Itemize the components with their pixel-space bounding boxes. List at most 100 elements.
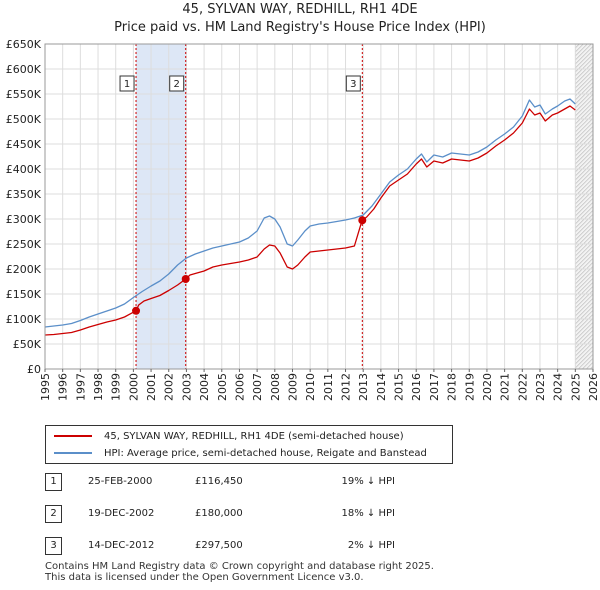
forecast-hatch [575, 158, 593, 177]
sale-label: 2 [174, 79, 180, 90]
x-tick-label: 2016 [410, 373, 423, 401]
forecast-hatch [575, 162, 593, 181]
forecast-hatch [575, 338, 593, 357]
forecast-hatch [575, 202, 593, 221]
y-tick-label: £300K [6, 213, 42, 226]
forecast-hatch [575, 82, 593, 101]
hpi-series-line [44, 98, 576, 328]
forecast-hatch [575, 286, 593, 305]
chart-legend: 45, SYLVAN WAY, REDHILL, RH1 4DE (semi-d… [45, 425, 453, 464]
forecast-hatch [575, 118, 593, 137]
forecast-hatch [575, 238, 593, 257]
forecast-hatch [575, 122, 593, 141]
sale-date: 19-DEC-2002 [88, 508, 155, 519]
sale-hpi-diff: 19% ↓ HPI [341, 476, 395, 487]
sale-row: 3 14-DEC-2012 £297,500 2% ↓ HPI [45, 537, 445, 557]
x-tick-label: 2024 [552, 373, 565, 401]
x-tick-label: 2013 [357, 373, 370, 401]
forecast-hatch [575, 242, 593, 261]
sale-price: £297,500 [195, 540, 243, 551]
forecast-hatch [575, 50, 593, 69]
forecast-hatch [575, 214, 593, 233]
forecast-hatch [575, 130, 593, 149]
forecast-hatch [575, 62, 593, 81]
forecast-hatch [575, 218, 593, 237]
forecast-hatch [575, 44, 592, 61]
forecast-hatch [575, 342, 593, 361]
forecast-hatch [575, 258, 593, 277]
plot-frame [44, 43, 594, 370]
x-tick-label: 2005 [216, 373, 229, 401]
forecast-hatch [575, 246, 593, 265]
x-tick-label: 2017 [428, 373, 441, 401]
forecast-hatch [575, 306, 593, 325]
sale-row: 2 19-DEC-2002 £180,000 18% ↓ HPI [45, 505, 445, 525]
x-tick-label: 2022 [516, 373, 529, 401]
price-chart: 1 2 3 £0 £50K £100K £150K £200K £250K £300K £350K… [6, 38, 600, 401]
forecast-hatch [575, 222, 593, 241]
forecast-hatch [575, 44, 584, 53]
forecast-hatch [575, 74, 593, 93]
forecast-hatch [575, 46, 593, 65]
forecast-hatch [575, 206, 593, 225]
footer-notice: Contains HM Land Registry data © Crown c… [45, 561, 434, 583]
sale-label-box [169, 75, 185, 92]
sale-number-badge: 3 [45, 537, 62, 555]
forecast-hatch [575, 314, 593, 333]
forecast-hatch [575, 126, 593, 145]
forecast-hatch [575, 44, 576, 45]
forecast-hatch [575, 298, 593, 317]
forecast-hatch [575, 282, 593, 301]
sale-point [181, 275, 190, 283]
forecast-hatch [575, 106, 593, 125]
price-series-line [44, 105, 576, 336]
forecast-hatch [575, 198, 593, 217]
sale-date: 25-FEB-2000 [88, 476, 153, 487]
x-tick-label: 2001 [145, 373, 158, 401]
x-tick-label: 2007 [251, 373, 264, 401]
forecast-hatch [575, 226, 593, 245]
forecast-hatch [575, 194, 593, 213]
forecast-hatch [575, 182, 593, 201]
forecast-hatch [575, 294, 593, 313]
x-tick-label: 2002 [163, 373, 176, 401]
forecast-hatch [575, 334, 593, 353]
y-tick-label: £0 [27, 363, 41, 376]
forecast-hatch [575, 142, 593, 161]
forecast-hatch [575, 278, 593, 297]
forecast-hatch [575, 326, 593, 345]
forecast-hatch [575, 102, 593, 121]
y-tick-label: £200K [6, 263, 42, 276]
sale-date: 14-DEC-2012 [88, 540, 155, 551]
forecast-hatch [575, 58, 593, 77]
x-tick-label: 1997 [74, 373, 87, 401]
x-tick-label: 2019 [463, 373, 476, 401]
sale-hpi-diff: 2% ↓ HPI [347, 540, 395, 551]
forecast-hatch [575, 346, 593, 365]
x-tick-label: 2018 [446, 373, 459, 401]
x-tick-label: 2026 [587, 373, 600, 401]
chart-title: 45, SYLVAN WAY, REDHILL, RH1 4DE [182, 2, 418, 17]
forecast-hatch [575, 186, 593, 205]
sale-point [132, 306, 141, 315]
forecast-hatch [575, 94, 593, 113]
forecast-hatch [575, 138, 593, 157]
sale-price: £180,000 [195, 508, 243, 519]
x-tick-label: 1995 [39, 373, 52, 401]
forecast-hatch [575, 170, 593, 189]
sale-number-badge: 1 [45, 473, 62, 491]
chart-subtitle: Price paid vs. HM Land Registry's House … [114, 20, 486, 35]
forecast-hatch [575, 262, 593, 281]
sale-label: 3 [350, 79, 356, 90]
x-tick-label: 1998 [92, 373, 105, 401]
legend-item-hpi: HPI: Average price, semi-detached house,… [54, 446, 427, 460]
x-tick-label: 2010 [304, 373, 317, 401]
legend-item-price: 45, SYLVAN WAY, REDHILL, RH1 4DE (semi-d… [54, 429, 404, 443]
plot-area [45, 44, 593, 369]
x-tick-label: 2023 [534, 373, 547, 401]
forecast-hatch [575, 302, 593, 321]
x-tick-label: 2004 [198, 373, 211, 401]
sale-row: 1 25-FEB-2000 £116,450 19% ↓ HPI [45, 473, 445, 493]
forecast-hatch [575, 290, 593, 309]
x-tick-label: 2011 [322, 373, 335, 401]
